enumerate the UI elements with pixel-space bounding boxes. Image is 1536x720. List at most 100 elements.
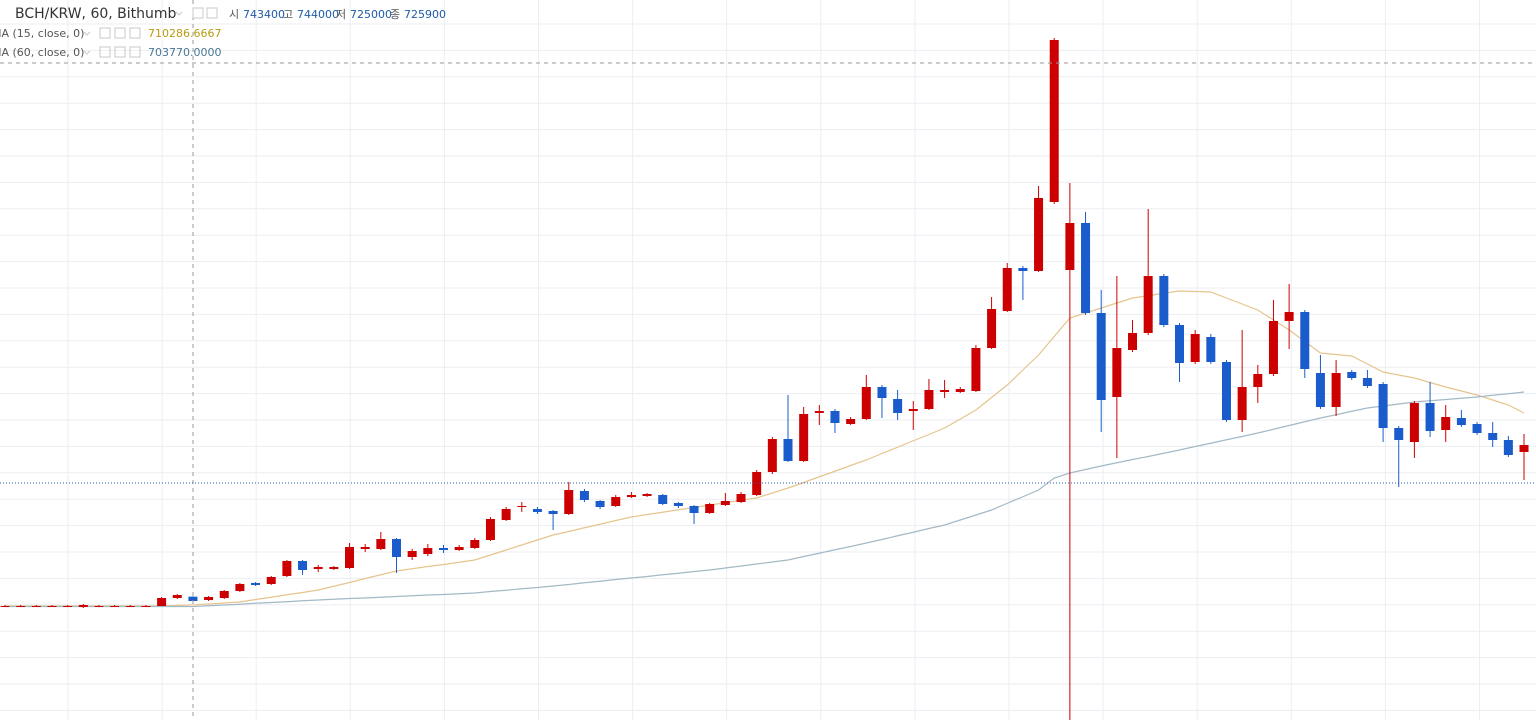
candle-body xyxy=(47,606,57,607)
hide-icon[interactable] xyxy=(114,27,126,39)
dropdown-icon[interactable] xyxy=(83,50,91,55)
candle-body xyxy=(423,548,433,554)
candle-body xyxy=(0,606,10,607)
candle-body xyxy=(1128,333,1138,350)
ma-line xyxy=(5,290,1525,607)
ma-lines xyxy=(5,290,1525,608)
candle-body xyxy=(1206,337,1216,362)
candle-body xyxy=(924,390,934,409)
candle-body xyxy=(63,606,73,607)
remove-icon[interactable] xyxy=(129,46,141,58)
candle-body xyxy=(626,495,636,497)
candle-body xyxy=(376,539,386,549)
candle-body xyxy=(313,567,323,569)
candle-body xyxy=(1378,384,1388,428)
candle-body xyxy=(1159,276,1169,325)
candle-body xyxy=(705,504,715,513)
candle-body xyxy=(783,439,793,461)
candle-body xyxy=(94,606,104,607)
candle-body xyxy=(298,561,308,570)
candle-body xyxy=(1472,424,1482,433)
candle-body xyxy=(767,439,777,472)
candle-body xyxy=(1315,373,1325,407)
ohlc-label: 저 xyxy=(336,8,346,21)
settings-icon[interactable] xyxy=(192,7,204,19)
candle-body xyxy=(846,419,856,424)
candle-body xyxy=(1096,313,1106,400)
settings-icon[interactable] xyxy=(99,27,111,39)
candle-body xyxy=(407,551,417,557)
candle-body xyxy=(595,501,605,507)
candle-body xyxy=(501,509,511,520)
ohlc-value: 744000 xyxy=(297,8,339,21)
dropdown-icon[interactable] xyxy=(175,11,183,16)
candle-body xyxy=(955,389,965,392)
candle-body xyxy=(517,506,527,507)
ohlc-value: 725900 xyxy=(404,8,446,21)
candle-body xyxy=(125,606,135,607)
candle-body xyxy=(235,584,245,591)
candle-body xyxy=(1503,440,1513,455)
legend-value: 703770.0000 xyxy=(148,46,221,59)
candle-body xyxy=(188,596,198,602)
candle-body xyxy=(110,606,120,607)
candle-body xyxy=(1237,387,1247,420)
candle-body xyxy=(861,387,871,419)
candle-body xyxy=(564,490,574,514)
candle-body xyxy=(157,598,167,606)
candle-body xyxy=(673,503,683,506)
candle-body xyxy=(1409,403,1419,442)
settings-icon[interactable] xyxy=(99,46,111,58)
candle-body xyxy=(392,539,401,557)
candle-body xyxy=(251,583,261,585)
candle-body xyxy=(1049,40,1059,202)
candle-body xyxy=(987,309,997,348)
candle-body xyxy=(1456,418,1466,425)
ohlc-value: 725000 xyxy=(350,8,392,21)
candle-body xyxy=(345,547,355,568)
candle-body xyxy=(971,348,981,391)
candle-body xyxy=(266,577,276,584)
candle-body xyxy=(454,547,464,550)
candle-body xyxy=(689,506,699,513)
candle-body xyxy=(16,606,26,607)
ma-line xyxy=(5,391,1525,608)
candles xyxy=(0,38,1529,720)
legend: BCH/KRW, 60, Bithumb 시 743400 고 744000 저… xyxy=(0,6,446,59)
candle-body xyxy=(1284,312,1294,321)
candle-body xyxy=(1081,223,1091,313)
candle-body xyxy=(78,605,88,607)
candle-body xyxy=(219,591,229,598)
candle-body xyxy=(736,494,746,502)
candle-body xyxy=(1143,276,1153,333)
candle-body xyxy=(141,606,151,607)
candle-body xyxy=(1394,428,1404,440)
legend-name: MA (15, close, 0) xyxy=(0,27,84,40)
candle-body xyxy=(1425,403,1435,431)
ohlc-label: 시 xyxy=(229,8,239,21)
candle-body xyxy=(814,411,824,413)
ohlc-label: 고 xyxy=(283,8,293,21)
candle-body xyxy=(1190,334,1200,362)
hide-icon[interactable] xyxy=(114,46,126,58)
candle-body xyxy=(1441,417,1451,430)
candle-body xyxy=(1175,325,1184,363)
candle-body xyxy=(548,511,558,514)
ohlc-value: 743400 xyxy=(243,8,285,21)
candle-body xyxy=(1034,198,1044,271)
legend-value: 710286.6667 xyxy=(148,27,221,40)
candle-body xyxy=(1018,268,1028,271)
dropdown-icon[interactable] xyxy=(83,31,91,36)
legend-name: MA (60, close, 0) xyxy=(0,46,84,59)
candle-body xyxy=(611,497,621,506)
candle-body xyxy=(438,548,448,550)
candle-body xyxy=(893,399,903,413)
candle-body xyxy=(329,567,339,569)
remove-icon[interactable] xyxy=(129,27,141,39)
candle-body xyxy=(470,540,480,548)
candle-body xyxy=(31,606,41,607)
candle-body xyxy=(1362,378,1372,386)
candle-body xyxy=(1065,223,1075,270)
hide-icon[interactable] xyxy=(206,7,218,19)
